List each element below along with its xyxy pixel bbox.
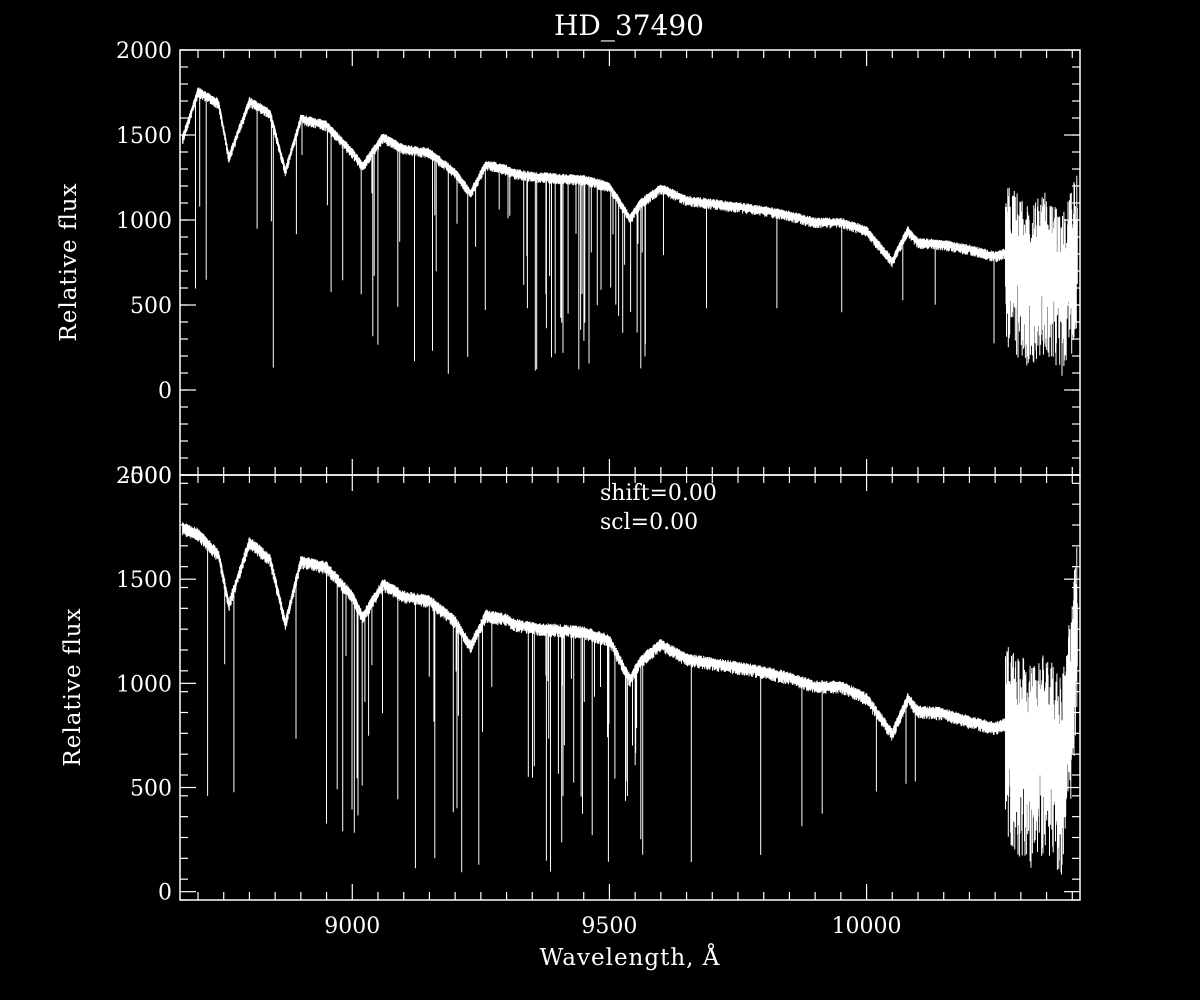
top-y-tick-label: 2000: [116, 39, 172, 64]
bottom-x-tick-label: 9500: [581, 914, 637, 939]
bottom-spectrum: [182, 522, 1078, 875]
bottom-y-tick-label: 1000: [116, 672, 172, 697]
top-panel: Relative flux -500 0 500 1000 1500 2000: [56, 39, 1081, 489]
chart-title: HD_37490: [554, 9, 704, 42]
x-axis-label: Wavelength, Å: [540, 943, 721, 971]
bottom-x-tick-label: 10000: [832, 914, 902, 939]
top-y-tick-label: 500: [130, 294, 172, 319]
top-y-tick-label: 1000: [116, 209, 172, 234]
bottom-panel: Relative flux Wavelength, Å shift=0.00 s…: [60, 464, 1081, 971]
bottom-spectrum-texture: [182, 522, 1078, 875]
top-spectrum-texture: [182, 87, 1078, 376]
scale-annotation: scl=0.00: [600, 510, 698, 535]
bottom-y-tick-label: 1500: [116, 568, 172, 593]
bottom-y-tick-label: 0: [158, 881, 172, 906]
top-y-axis-label: Relative flux: [56, 182, 82, 341]
bottom-plot-frame: [179, 474, 1081, 901]
bottom-y-tick-label: 500: [130, 777, 172, 802]
bottom-y-axis-label: Relative flux: [60, 607, 86, 766]
bottom-y-tick-label: 2000: [116, 464, 172, 489]
shift-annotation: shift=0.00: [600, 481, 717, 506]
top-y-tick-label: -500: [123, 464, 172, 489]
top-y-tick-label: 0: [158, 379, 172, 404]
bottom-axis-ticks: 0 500 1000 1500 2000 9000 9500 10000: [116, 464, 1080, 939]
top-y-tick-label: 1500: [116, 124, 172, 149]
bottom-x-tick-label: 9000: [324, 914, 380, 939]
top-spectrum: [182, 87, 1078, 376]
